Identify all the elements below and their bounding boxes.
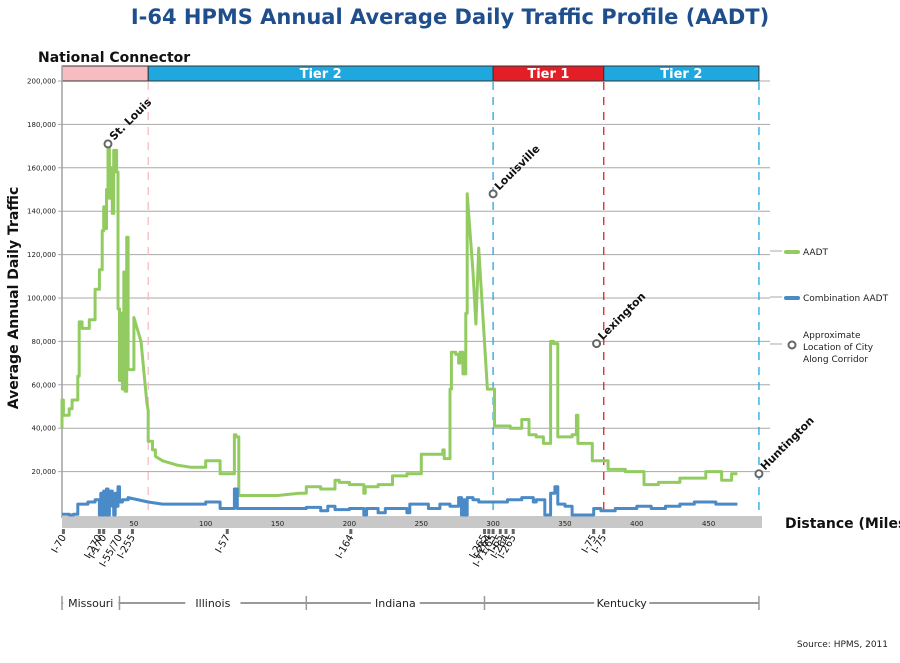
interchange-tick [225, 529, 229, 534]
y-tick-label: 80,000 [32, 338, 57, 346]
tier-label: Tier 2 [660, 67, 702, 82]
city-label: Huntington [758, 414, 817, 473]
legend-label: Along Corridor [803, 355, 868, 365]
x-tick-label: 150 [271, 520, 284, 528]
x-tick-label: 300 [486, 520, 499, 528]
legend-label: Approximate [803, 331, 861, 341]
interchange-tick [102, 529, 106, 534]
interchange-tick [491, 529, 495, 534]
source-note: Source: HPMS, 2011 [797, 640, 888, 650]
state-label: Illinois [195, 597, 230, 610]
x-tick-label: 450 [702, 520, 715, 528]
city-label: St. Louis [107, 95, 155, 143]
legend: AADT Combination AADT Approximate Location … [770, 248, 889, 365]
tier-segment [61, 65, 149, 82]
x-tick-label: 100 [199, 520, 212, 528]
interchange-tick [504, 529, 508, 534]
tier-segment [603, 65, 760, 82]
x-tick-label: 350 [558, 520, 571, 528]
x-tick-label: 200 [343, 520, 356, 528]
y-tick-label: 60,000 [32, 381, 57, 389]
state-label-bg [185, 597, 241, 609]
network-header-label: National Connector [38, 50, 190, 66]
interchange-label: I-164 [334, 533, 356, 561]
tier-label: Tier 1 [527, 67, 569, 82]
state-label: Missouri [68, 597, 113, 610]
x-axis-band [62, 516, 762, 528]
y-axis-label: Average Annual Daily Traffic [6, 187, 22, 410]
city-marker [488, 189, 498, 199]
legend-label: Combination AADT [803, 294, 889, 304]
interchange-tick [592, 529, 596, 534]
city-marker [103, 139, 113, 149]
interchange-tick [487, 529, 491, 534]
interchange-tick [349, 529, 353, 534]
x-tick-label: 250 [415, 520, 428, 528]
interchange-tick [511, 529, 515, 534]
x-axis-ticks: 50 100 150 200 250 300 350 400 450 [129, 520, 715, 528]
network-tier-header: Tier 2 Tier 1 Tier 2 [61, 65, 760, 82]
legend-swatch [787, 340, 797, 350]
gridlines [58, 80, 770, 473]
series-lines [60, 140, 738, 517]
legend-label: Location of City [803, 343, 874, 353]
y-tick-label: 40,000 [32, 425, 57, 433]
interchange-tick [498, 529, 502, 534]
city-marker [754, 469, 764, 479]
y-tick-label: 200,000 [27, 78, 56, 86]
interchange-label: I-57 [214, 533, 233, 555]
x-tick-label: 50 [129, 520, 138, 528]
interchange-tick [117, 529, 121, 534]
y-axis-ticks: 20,000 40,000 60,000 80,000 100,000 120,000 14… [27, 78, 56, 477]
interchange-tick [61, 529, 65, 534]
interchange-tick [482, 529, 486, 534]
interchange-tick [602, 529, 606, 534]
y-tick-label: 160,000 [27, 164, 56, 172]
series-line-combination-aadt [62, 485, 738, 517]
y-tick-label: 20,000 [32, 468, 57, 476]
state-label-bg [594, 597, 650, 609]
x-tick-label: 400 [630, 520, 643, 528]
state-label-bg [63, 597, 119, 609]
city-marker [592, 339, 602, 349]
y-tick-label: 180,000 [27, 121, 56, 129]
interchange-label: I-70 [50, 533, 69, 555]
y-tick-label: 120,000 [27, 251, 56, 259]
state-label: Kentucky [597, 597, 648, 610]
tier-boundaries [147, 82, 760, 516]
legend-label: AADT [803, 248, 828, 258]
state-band: Missouri Illinois Indiana Kentucky [61, 596, 760, 610]
tier-label: Tier 2 [300, 67, 342, 82]
y-tick-label: 100,000 [27, 295, 56, 303]
interchange-tick [97, 529, 101, 534]
series-line-aadt [60, 140, 738, 497]
interchange-tick [130, 529, 134, 534]
y-tick-label: 140,000 [27, 208, 56, 216]
state-label-bg [370, 597, 420, 609]
x-axis-label: Distance (Miles) [785, 516, 900, 532]
chart-title: I-64 HPMS Annual Average Daily Traffic P… [131, 5, 769, 29]
state-label: Indiana [375, 597, 416, 610]
